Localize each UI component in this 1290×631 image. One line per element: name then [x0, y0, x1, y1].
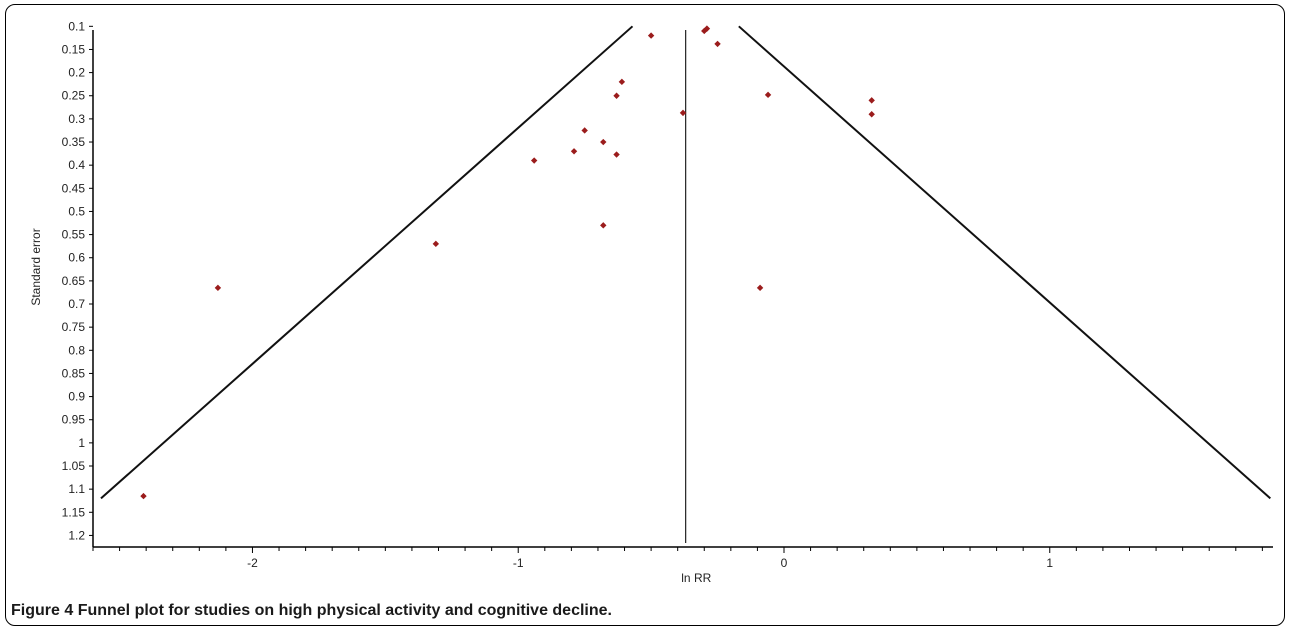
y-tick-label: 1.1	[68, 482, 85, 496]
y-tick-label: 0.3	[68, 112, 85, 126]
y-tick-label: 0.45	[62, 181, 86, 195]
study-point	[600, 138, 607, 146]
study-point	[679, 109, 687, 117]
study-point	[570, 148, 578, 155]
x-tick-label: 0	[781, 556, 788, 570]
figure-caption: Figure 4 Funnel plot for studies on high…	[11, 602, 612, 620]
y-tick-label: 0.6	[68, 251, 85, 265]
y-tick-label: 0.9	[68, 390, 85, 404]
study-point	[432, 240, 440, 248]
y-tick-label: 0.25	[62, 89, 86, 103]
y-tick-label: 0.95	[62, 413, 86, 427]
study-point	[868, 97, 875, 104]
y-axis-ticks: 0.1 0.15 0.2 0.25 0.3 0.35 0.4 0.45 0.5 0.55 0.6 0.…	[62, 19, 93, 542]
y-tick-label: 1.2	[68, 528, 85, 542]
y-tick-label: 0.7	[68, 297, 85, 311]
y-tick-label: 0.8	[68, 343, 85, 357]
y-tick-label: 0.65	[62, 274, 86, 288]
funnel-right-limit	[738, 25, 1272, 500]
y-tick-label: 0.75	[62, 320, 86, 334]
study-point	[530, 157, 538, 164]
y-axis-label: Standard error	[29, 228, 43, 305]
study-point	[613, 151, 620, 158]
y-tick-label: 0.2	[68, 66, 85, 80]
study-point	[600, 222, 607, 229]
study-point	[618, 78, 626, 86]
study-points	[140, 25, 875, 500]
study-point	[214, 284, 222, 292]
caption-text: Funnel plot for studies on high physical…	[77, 602, 612, 619]
x-tick-label: 1	[1046, 556, 1053, 570]
funnel-left-limit	[100, 25, 634, 500]
study-point	[581, 127, 588, 134]
study-point	[613, 92, 620, 99]
study-point	[140, 492, 147, 500]
study-point	[703, 25, 711, 32]
y-tick-label: 0.5	[68, 204, 85, 218]
y-tick-label: 0.4	[68, 158, 85, 172]
y-tick-label: 1.05	[62, 459, 86, 473]
y-tick-label: 0.35	[62, 135, 86, 149]
y-tick-label: 1.15	[62, 505, 86, 519]
y-tick-label: 0.15	[62, 42, 86, 56]
study-point	[868, 111, 875, 118]
y-tick-label: 1	[78, 436, 85, 450]
x-axis-label: ln RR	[681, 571, 711, 585]
study-point	[764, 91, 772, 99]
study-point	[756, 284, 764, 292]
funnel-plot: 0.1 0.15 0.2 0.25 0.3 0.35 0.4 0.45 0.5 0.55 0.6 0.…	[29, 19, 1273, 585]
x-axis-ticks: -2 -1 0 1	[92, 547, 1263, 570]
y-tick-label: 0.1	[68, 19, 85, 33]
x-tick-label: -1	[513, 556, 524, 570]
caption-label: Figure 4	[11, 602, 74, 619]
figure-frame	[5, 4, 1285, 626]
x-tick-label: -2	[247, 556, 258, 570]
y-tick-label: 0.55	[62, 228, 86, 242]
y-tick-label: 0.85	[62, 366, 86, 380]
study-point	[647, 32, 655, 39]
study-point	[714, 40, 721, 48]
